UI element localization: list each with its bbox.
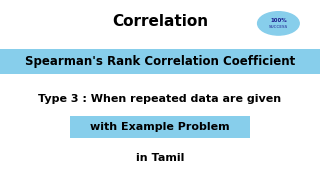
Text: Spearman's Rank Correlation Coefficient: Spearman's Rank Correlation Coefficient [25,55,295,68]
Circle shape [258,12,299,35]
FancyBboxPatch shape [0,49,320,74]
Text: Correlation: Correlation [112,14,208,29]
FancyBboxPatch shape [70,116,250,138]
Text: with Example Problem: with Example Problem [90,122,230,132]
Text: in Tamil: in Tamil [136,153,184,163]
Text: SUCCESS: SUCCESS [269,25,288,29]
Text: Type 3 : When repeated data are given: Type 3 : When repeated data are given [38,94,282,104]
Text: 100%: 100% [270,18,287,23]
